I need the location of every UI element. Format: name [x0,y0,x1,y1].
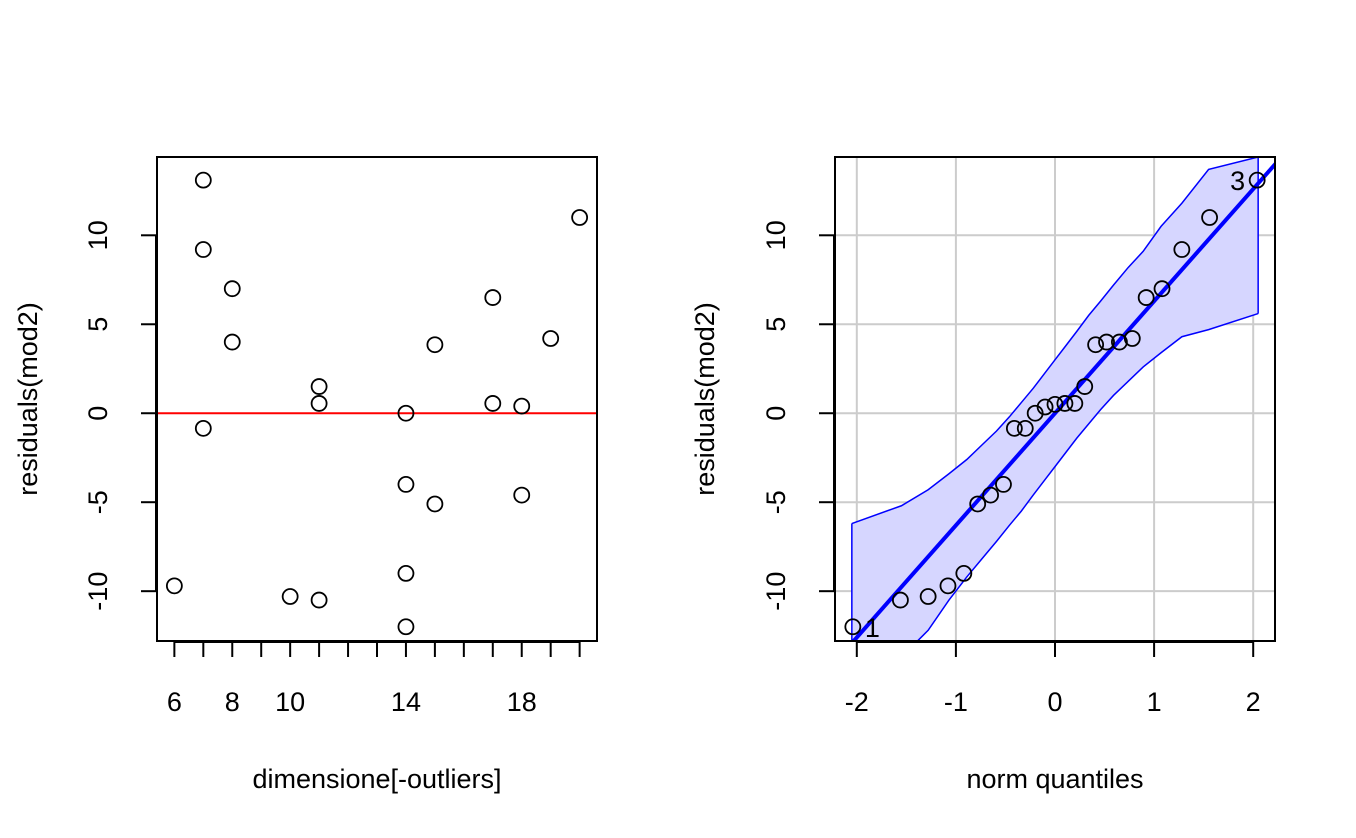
data-point [223,280,241,298]
x-tick-label: 8 [225,687,240,717]
x-tick-label: -1 [944,687,968,717]
data-point [1036,398,1054,416]
data-point [955,564,973,582]
data-point [939,577,957,595]
data-point [426,336,444,354]
y-tick-label: 5 [83,317,113,332]
data-point [982,486,999,504]
data-point [1087,336,1105,354]
point-label: 3 [1230,166,1245,196]
x-tick-label: 18 [507,687,537,717]
y-tick-label: 5 [761,317,791,332]
x-tick-label: 2 [1246,687,1261,717]
data-point [571,209,589,226]
data-point [1111,333,1128,351]
y-axis: -10 -5 0 5 10 [761,220,835,611]
x-axis: -2 -1 0 1 2 [845,641,1261,717]
y-tick-label: -5 [761,490,791,514]
data-points [844,171,1266,636]
data-point [1076,378,1094,395]
data-point [484,289,502,306]
data-point [513,486,531,504]
data-point [165,577,183,595]
data-point [1016,419,1034,437]
data-point [542,330,560,347]
data-point [1005,419,1023,437]
data-point [223,333,241,351]
data-point [1137,289,1155,306]
data-point [310,378,328,395]
x-tick-label: 6 [167,687,182,717]
y-tick-label: 0 [83,406,113,421]
data-point [484,395,502,412]
data-point [310,395,328,412]
y-tick-label: -10 [83,572,113,611]
y-tick-label: 0 [761,406,791,421]
data-point [1046,395,1064,413]
data-point [995,476,1012,493]
data-points [165,171,589,636]
data-point [1098,333,1115,351]
data-point [426,495,444,513]
y-axis-title: residuals(mod2) [13,302,43,496]
y-tick-label: 10 [761,220,791,250]
x-tick-label: -2 [845,687,869,717]
y-axis-title: residuals(mod2) [690,302,720,496]
data-point [397,564,415,582]
plot-area [850,157,1275,641]
confidence-envelope [851,157,1259,641]
plot-frame [156,156,598,642]
x-axis-title: norm quantiles [966,764,1143,794]
data-point [1066,395,1084,412]
x-axis: 6 8 10 14 18 [167,641,581,717]
x-tick-label: 14 [391,687,421,717]
envelope-upper [851,157,1259,525]
data-point [194,171,212,189]
data-point [1248,171,1266,189]
data-point [919,588,937,605]
chart-panel-1: 6 8 10 14 18 -10 -5 0 5 10 dimensione[-outliers] re… [13,156,598,794]
y-tick-label: 10 [83,220,113,250]
x-tick-label: 0 [1047,687,1062,717]
data-point [1123,330,1141,347]
y-tick-label: -10 [761,572,791,611]
x-axis-title: dimensione[-outliers] [252,764,501,794]
point-label: 1 [865,613,880,643]
data-point [892,591,909,609]
x-tick-label: 10 [275,687,305,717]
data-point [1153,280,1171,298]
x-tick-label: 1 [1147,687,1162,717]
data-point [1201,209,1218,226]
data-point [194,419,212,437]
data-point [844,618,862,636]
envelope-lower [916,312,1259,641]
data-point [281,588,299,605]
data-point [310,591,328,609]
y-axis: -10 -5 0 5 10 [83,220,157,611]
y-tick-label: -5 [83,490,113,514]
data-point [1173,241,1191,258]
data-point [397,404,415,422]
data-point [397,618,415,636]
data-point [513,397,531,415]
qq-reference-line [850,161,1275,641]
data-point [969,495,987,513]
data-point [194,241,212,258]
data-point [397,476,415,493]
data-point [1056,395,1074,412]
